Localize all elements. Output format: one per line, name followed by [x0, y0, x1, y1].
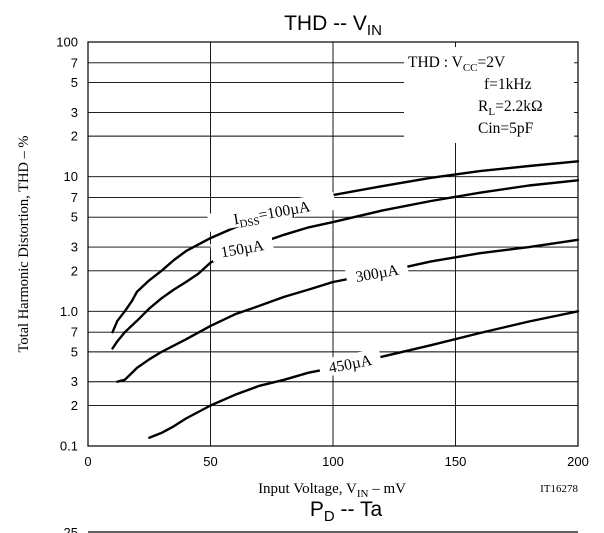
- y-tick-label: 100: [56, 35, 78, 50]
- x-tick-label: 200: [567, 454, 589, 469]
- series-label: 300µA: [354, 262, 400, 286]
- y-tick-label: 0.1: [60, 439, 78, 454]
- figure-code: IT16278: [540, 483, 578, 495]
- series-curves: [111, 160, 580, 439]
- y-tick-label: 3: [71, 374, 78, 389]
- condition-line: Cin=5pF: [478, 120, 534, 137]
- y-tick-label: 5: [71, 75, 78, 90]
- series-label: 150µA: [220, 237, 266, 261]
- y-tick-label: 2: [71, 129, 78, 144]
- condition-line: RL=2.2kΩ: [478, 98, 542, 118]
- y-tick-label: 5: [71, 210, 78, 225]
- y-tick-label: 7: [71, 190, 78, 205]
- series-line-2: [111, 179, 580, 350]
- condition-line: THD : VCC=2V: [408, 54, 506, 74]
- x-axis-label: Input Voltage, VIN – mV: [258, 481, 406, 500]
- series-label-group: 150µA: [210, 233, 275, 263]
- y-tick-label: 5: [71, 344, 78, 359]
- x-tick-label: 0: [84, 454, 91, 469]
- test-conditions: THD : VCC=2V f=1kHz RL=2.2kΩ Cin=5pF: [404, 47, 574, 143]
- chart-title: THD -- VIN: [284, 12, 382, 39]
- y-axis-label: Total Harmonic Distortion, THD – %: [16, 136, 32, 353]
- series-label-group: 450µA: [317, 348, 383, 378]
- y-axis-tick-labels: 100 7 5 3 2 10 7 5 3 2 1.0 7 5 3 2 0.1: [56, 35, 78, 454]
- y-tick-label: 10: [64, 169, 78, 184]
- series-line-4: [148, 310, 580, 439]
- next-chart-tick-label: 25: [64, 525, 78, 533]
- series-line-3: [116, 238, 580, 383]
- series-label-group: IDSS=100µA: [207, 191, 337, 232]
- x-tick-label: 100: [322, 454, 344, 469]
- y-tick-label: 2: [71, 263, 78, 278]
- x-tick-label: 150: [445, 454, 467, 469]
- next-chart-title: PD -- Ta: [310, 498, 383, 525]
- y-tick-label: 7: [71, 325, 78, 340]
- plot-frame: [87, 41, 579, 447]
- condition-line: f=1kHz: [484, 76, 532, 93]
- y-tick-label: 3: [71, 240, 78, 255]
- y-tick-label: 1.0: [60, 304, 78, 319]
- series-labels: IDSS=100µA 150µA 300µA 450µA: [207, 191, 410, 378]
- series-line-1: [111, 160, 580, 334]
- y-tick-label: 7: [71, 55, 78, 70]
- x-tick-label: 50: [203, 454, 217, 469]
- series-label: 450µA: [327, 352, 374, 377]
- y-tick-label: 3: [71, 105, 78, 120]
- y-tick-label: 2: [71, 398, 78, 413]
- series-label-group: 300µA: [344, 258, 410, 287]
- x-axis-tick-labels: 0 50 100 150 200: [84, 454, 588, 469]
